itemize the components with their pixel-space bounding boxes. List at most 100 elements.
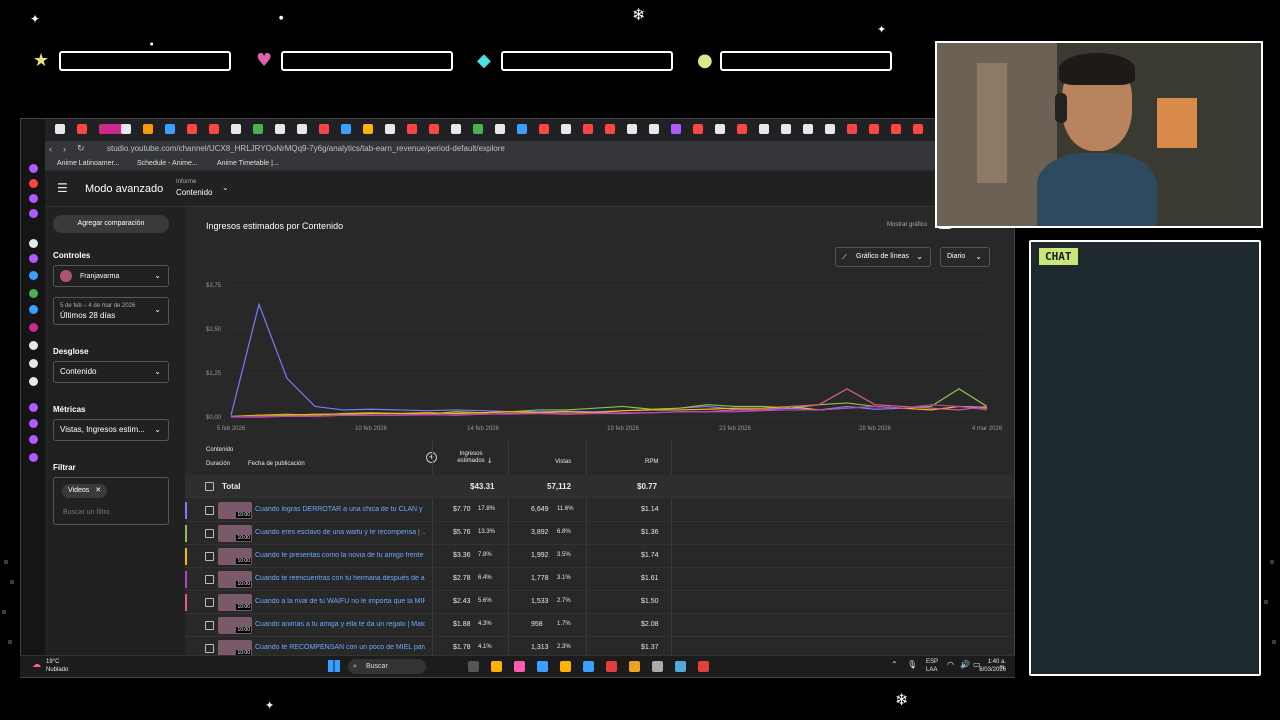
reload-icon[interactable]: ↻	[77, 144, 85, 154]
side-panel-icon[interactable]	[29, 194, 38, 203]
side-panel-icon[interactable]	[29, 305, 38, 314]
col-views[interactable]: Vistas	[555, 459, 572, 465]
col-duration[interactable]: Duración	[206, 461, 231, 467]
row-checkbox[interactable]	[205, 506, 214, 515]
microphone-icon[interactable]: 🎙	[907, 660, 918, 669]
table-row[interactable]: 10:00 Cuando te presentas como la novia …	[185, 545, 1014, 568]
row-checkbox[interactable]	[205, 552, 214, 561]
video-thumbnail[interactable]: 10:00	[218, 571, 252, 588]
browser-tab[interactable]	[737, 124, 747, 134]
forward-icon[interactable]: ›	[63, 144, 66, 154]
browser-tab[interactable]	[407, 124, 417, 134]
video-title-link[interactable]: Cuando a la rival de tu WAIFU no le impo…	[255, 598, 425, 605]
browser-tab[interactable]	[759, 124, 769, 134]
video-title-link[interactable]: Cuando te RECOMPENSAN con un poco de MIE…	[255, 644, 425, 651]
row-checkbox[interactable]	[205, 621, 214, 630]
sort-arrow-icon[interactable]: ↓	[487, 457, 493, 465]
browser-tab[interactable]	[539, 124, 549, 134]
video-title-link[interactable]: Cuando eres esclavo de una waifu y te re…	[255, 529, 425, 536]
browser-tab[interactable]	[187, 124, 197, 134]
taskbar-app-icon[interactable]	[468, 661, 479, 672]
lang-code[interactable]: ESP	[926, 659, 939, 665]
browser-tab[interactable]	[319, 124, 329, 134]
browser-tab[interactable]	[143, 124, 153, 134]
browser-tab[interactable]	[561, 124, 571, 134]
taskbar-app-icon[interactable]	[629, 661, 640, 672]
taskbar-app-icon[interactable]	[491, 661, 502, 672]
video-title-link[interactable]: Cuando logras DERROTAR a una chica de tu…	[255, 506, 425, 513]
browser-tab[interactable]	[649, 124, 659, 134]
row-checkbox[interactable]	[205, 529, 214, 538]
browser-tab[interactable]	[517, 124, 527, 134]
side-panel-icon[interactable]	[29, 239, 38, 248]
table-row[interactable]: 10:00 Cuando animas a tu amiga y ella te…	[185, 614, 1014, 637]
taskbar-app-icon[interactable]	[606, 661, 617, 672]
browser-tab[interactable]	[869, 124, 879, 134]
side-panel-icon[interactable]	[29, 419, 38, 428]
back-icon[interactable]: ‹	[49, 144, 52, 154]
browser-tab[interactable]	[451, 124, 461, 134]
video-thumbnail[interactable]: 10:00	[218, 548, 252, 565]
table-row[interactable]: 10:00 Cuando a la rival de tu WAIFU no l…	[185, 591, 1014, 614]
clock-date[interactable]: 6/03/2026	[979, 667, 1006, 673]
browser-tab[interactable]	[429, 124, 439, 134]
video-thumbnail[interactable]: 10:00	[218, 617, 252, 634]
series-line-5[interactable]	[230, 404, 988, 418]
browser-tab[interactable]	[209, 124, 219, 134]
col-rpm[interactable]: RPM	[645, 459, 659, 465]
browser-tab[interactable]	[473, 124, 483, 134]
taskbar-app-icon[interactable]	[675, 661, 686, 672]
menu-icon[interactable]: ☰	[57, 181, 68, 195]
lang-layout[interactable]: LAA	[926, 667, 938, 673]
browser-tab[interactable]	[605, 124, 615, 134]
video-thumbnail[interactable]: 10:00	[218, 594, 252, 611]
video-title-link[interactable]: Cuando te presentas como la novia de tu …	[255, 552, 425, 559]
browser-tab[interactable]	[165, 124, 175, 134]
side-panel-icon[interactable]	[29, 435, 38, 444]
browser-tab[interactable]	[825, 124, 835, 134]
filter-chip[interactable]: Videos ✕	[62, 484, 108, 498]
channel-select[interactable]: Franjavarma ⌄	[53, 265, 169, 287]
browser-tab[interactable]	[847, 124, 857, 134]
col-revenue[interactable]: Ingresos estimados	[457, 451, 485, 464]
browser-tab[interactable]	[781, 124, 791, 134]
battery-icon[interactable]: ▭	[973, 660, 981, 669]
browser-tab[interactable]	[77, 124, 87, 134]
browser-tab[interactable]	[803, 124, 813, 134]
side-panel-icon[interactable]	[29, 164, 38, 173]
taskbar-app-icon[interactable]	[560, 661, 571, 672]
browser-tab[interactable]	[891, 124, 901, 134]
address-input[interactable]: studio.youtube.com/channel/UCX8_HRLJRYOo…	[107, 144, 505, 153]
chevron-down-icon[interactable]: ⌄	[222, 183, 229, 192]
side-panel-icon[interactable]	[29, 403, 38, 412]
browser-tab[interactable]	[693, 124, 703, 134]
wifi-icon[interactable]: ◠	[947, 660, 954, 669]
taskbar-app-icon[interactable]	[652, 661, 663, 672]
table-row[interactable]: 10:00 Cuando logras DERROTAR a una chica…	[185, 499, 1014, 522]
browser-tab[interactable]	[231, 124, 241, 134]
browser-tab[interactable]	[385, 124, 395, 134]
add-comparison-button[interactable]: Agregar comparación	[53, 215, 169, 233]
side-panel-icon[interactable]	[29, 289, 38, 298]
browser-tab[interactable]	[275, 124, 285, 134]
browser-tab[interactable]	[253, 124, 263, 134]
browser-tab[interactable]	[341, 124, 351, 134]
side-panel-icon[interactable]	[29, 341, 38, 350]
series-line-2[interactable]	[230, 388, 988, 417]
total-checkbox[interactable]	[205, 482, 214, 491]
side-panel-icon[interactable]	[29, 179, 38, 188]
bookmark-item[interactable]: Schedule - Anime...	[137, 160, 198, 167]
video-title-link[interactable]: Cuando animas a tu amiga y ella te da un…	[255, 621, 425, 628]
breakdown-select[interactable]: Contenido ⌄	[53, 361, 169, 383]
browser-tab[interactable]	[297, 124, 307, 134]
bookmark-item[interactable]: Anime Latinoamer...	[57, 160, 120, 167]
side-panel-icon[interactable]	[29, 271, 38, 280]
period-button[interactable]: Diario ⌄	[940, 247, 990, 267]
side-panel-icon[interactable]	[29, 377, 38, 386]
browser-tab[interactable]	[495, 124, 505, 134]
clock-time[interactable]: 1:40 a. m.	[987, 659, 1006, 671]
row-checkbox[interactable]	[205, 598, 214, 607]
browser-tab[interactable]	[121, 124, 131, 134]
browser-tab[interactable]	[99, 124, 123, 134]
side-panel-icon[interactable]	[29, 323, 38, 332]
